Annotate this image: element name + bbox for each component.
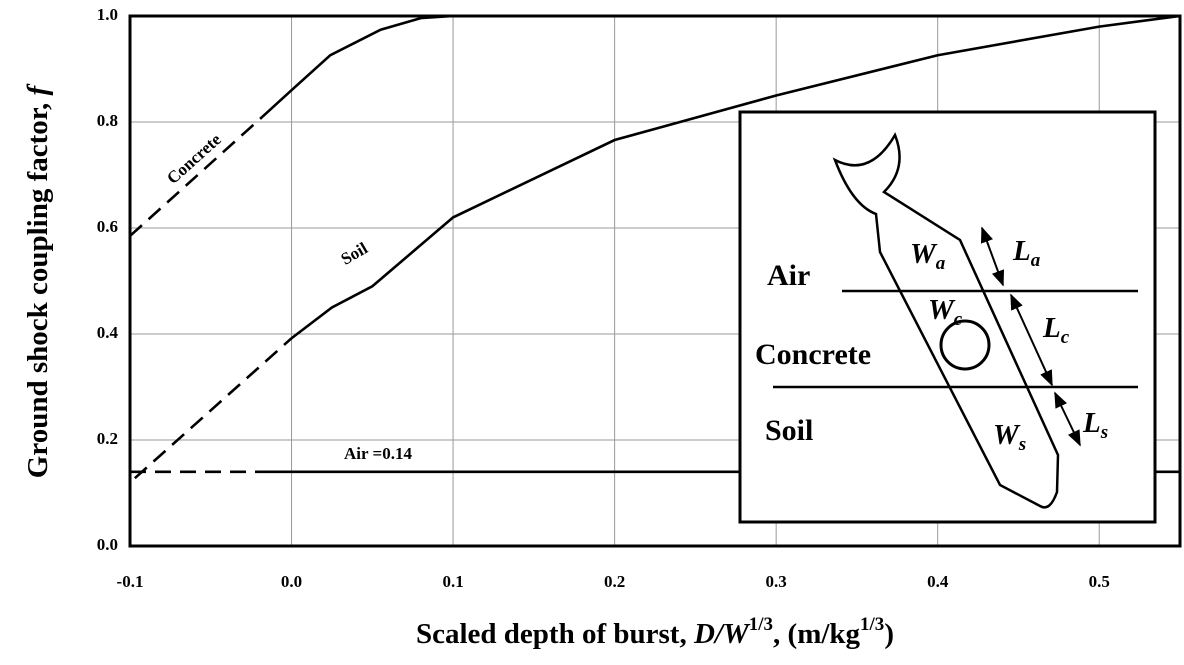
curve-label: Air =0.14 — [344, 444, 412, 463]
y-tick-label: 0.0 — [97, 535, 118, 554]
length-arrow — [1054, 391, 1081, 447]
text-part: ) — [884, 618, 894, 650]
x-axis-title: Scaled depth of burst, D/W1/3, (m/kg1/3) — [416, 614, 894, 649]
plot-frame — [128, 14, 1182, 548]
y-tick-label: 1.0 — [97, 5, 118, 24]
y-tick-label: 0.4 — [97, 323, 119, 342]
weight-label: Wa — [910, 238, 946, 275]
symbol: W — [910, 238, 938, 270]
text-part: f — [22, 82, 54, 95]
symbol: L — [1012, 235, 1031, 267]
curve-segment — [261, 14, 454, 118]
x-tick-label: 0.0 — [281, 572, 302, 591]
text-part: Scaled depth of burst, — [416, 618, 694, 650]
length-arrow — [1010, 293, 1053, 387]
layer-label: Air — [767, 259, 810, 292]
symbol: W — [928, 294, 956, 326]
x-tick-label: 0.2 — [604, 572, 625, 591]
inset-diagram: Air Concrete Soil Wa Wc Ws La Lc Ls — [738, 110, 1157, 524]
x-tick-label: -0.1 — [117, 572, 144, 591]
x-tick-label: 0.3 — [766, 572, 787, 591]
text-part: D/W — [693, 618, 751, 650]
length-label: Lc — [1042, 312, 1070, 349]
y-tick-label: 0.6 — [97, 217, 118, 236]
layer-label: Soil — [765, 414, 813, 447]
charge-center — [939, 319, 991, 371]
subscript: s — [1018, 434, 1026, 455]
weight-label: Wc — [928, 294, 963, 331]
y-tick-label: 0.8 — [97, 111, 118, 130]
superscript: 1/3 — [860, 614, 884, 635]
y-tick-label: 0.2 — [97, 429, 118, 448]
y-axis-title: Ground shock coupling factor, f — [22, 82, 54, 478]
curve-segment — [133, 337, 293, 480]
weight-label: Ws — [993, 419, 1026, 456]
x-tick-label: 0.1 — [442, 572, 463, 591]
symbol: W — [993, 419, 1021, 451]
subscript: c — [1061, 327, 1070, 348]
inset-frame — [738, 110, 1157, 524]
layer-label: Concrete — [755, 338, 871, 371]
subscript: c — [954, 309, 963, 330]
projectile — [832, 132, 1060, 509]
curve-segment — [290, 14, 1181, 340]
text-part: , (m/kg — [773, 618, 861, 650]
symbol: L — [1042, 312, 1061, 344]
subscript: s — [1100, 422, 1108, 443]
length-arrow — [980, 226, 1005, 287]
superscript: 1/3 — [749, 614, 773, 635]
text-part: Ground shock coupling factor, — [22, 95, 54, 478]
subscript: a — [1031, 250, 1041, 271]
x-tick-label: 0.5 — [1089, 572, 1110, 591]
x-tick-label: 0.4 — [927, 572, 949, 591]
length-label: La — [1012, 235, 1041, 272]
curve-segment — [129, 115, 264, 237]
symbol: L — [1082, 407, 1101, 439]
subscript: a — [936, 253, 946, 274]
curve-label: Soil — [338, 238, 371, 268]
length-label: Ls — [1082, 407, 1108, 444]
